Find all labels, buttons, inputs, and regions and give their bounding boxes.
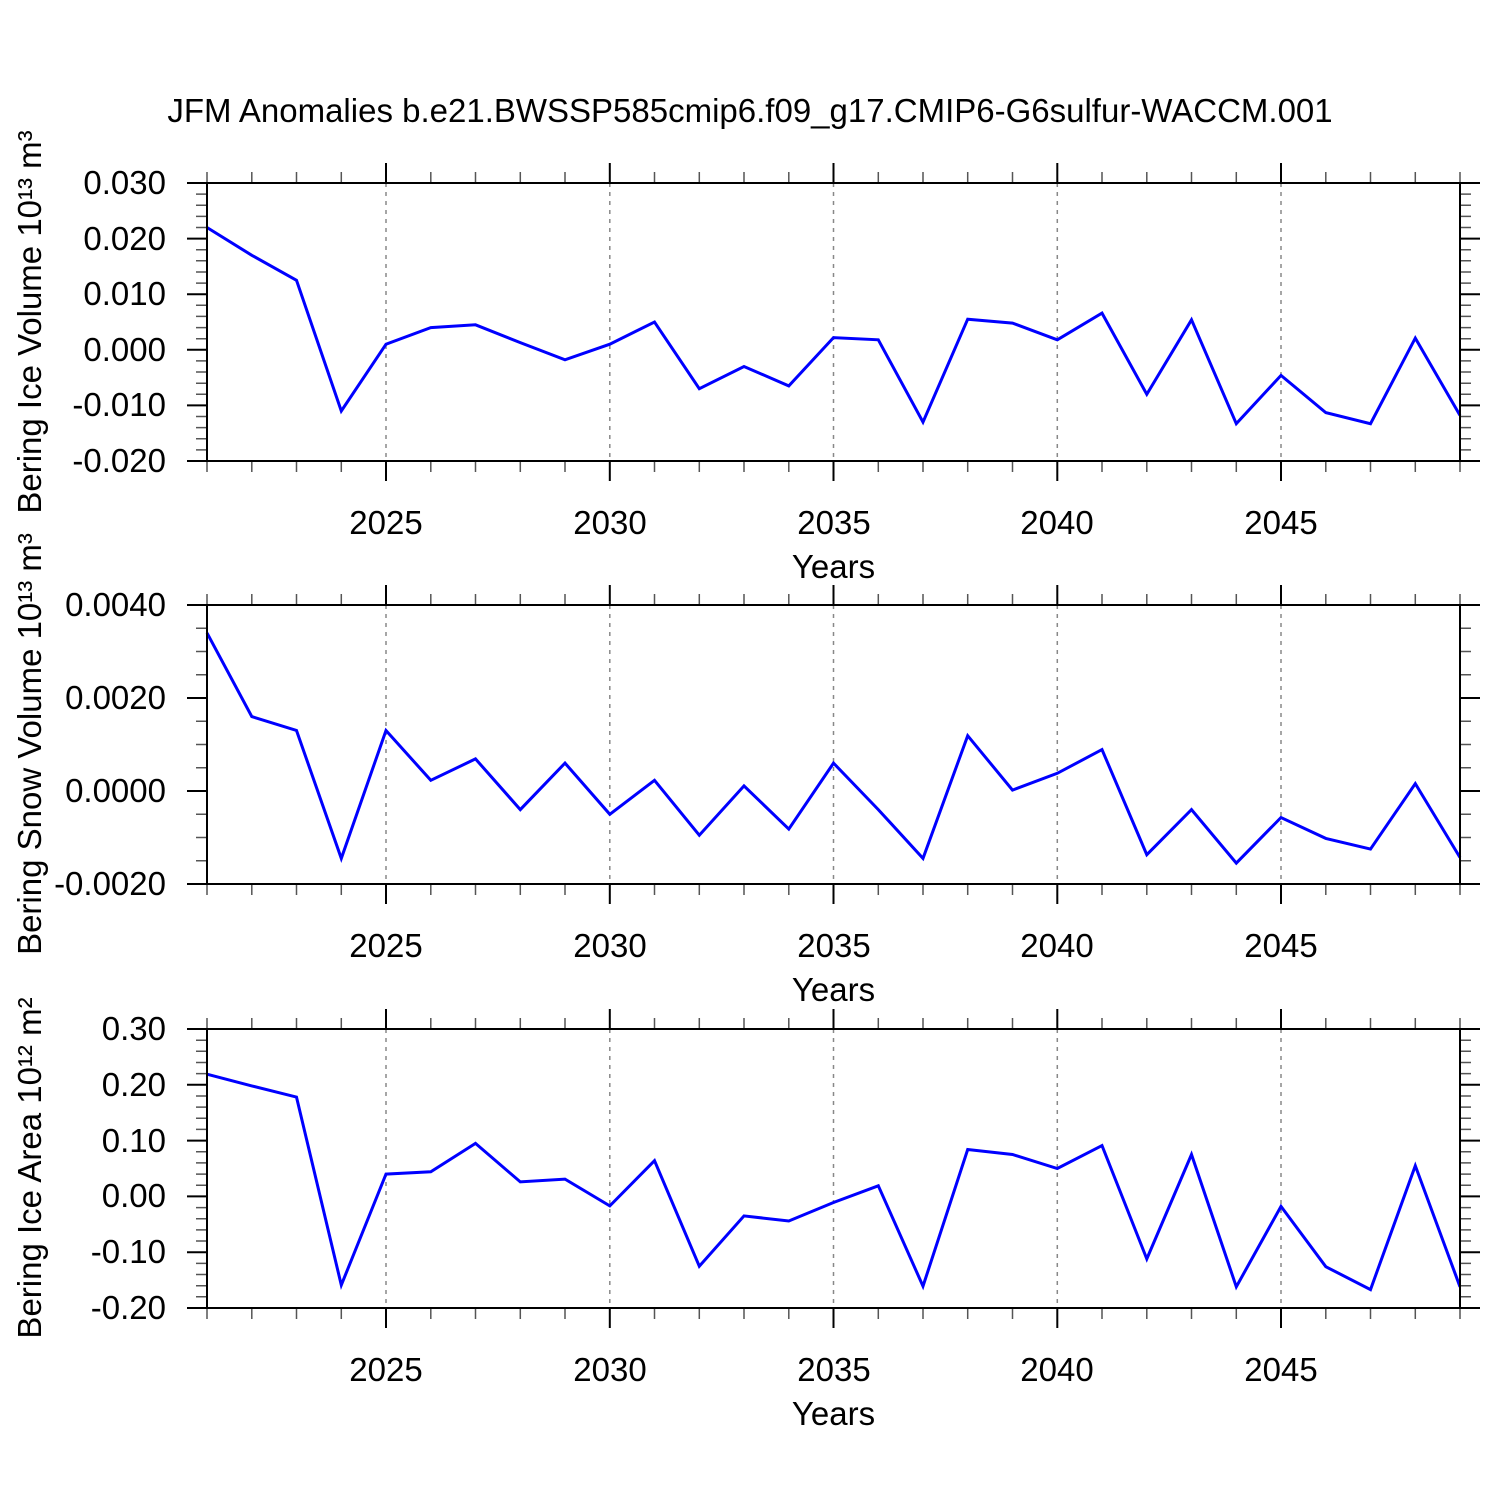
panel-3-y-tick-label: 0.00 <box>101 1177 166 1214</box>
panel-1-x-tick-label: 2040 <box>1020 504 1094 541</box>
panel-2-major-ticks <box>187 585 1480 904</box>
panel-2-x-tick-label: 2035 <box>797 927 871 964</box>
panel-3-minor-ticks <box>196 1018 1471 1319</box>
panel-3-x-tick-label: 2025 <box>349 1351 423 1388</box>
panel-1-x-tick-label: 2035 <box>797 504 871 541</box>
panel-2-minor-ticks <box>196 594 1471 895</box>
panel-2-x-tick-label: 2040 <box>1020 927 1094 964</box>
panel-1-minor-ticks <box>196 172 1471 472</box>
panel-2-x-tick-label: 2025 <box>349 927 423 964</box>
panel-2-frame <box>206 604 1461 885</box>
panel-1-gridlines <box>385 183 1282 461</box>
panel-3-frame <box>206 1028 1461 1309</box>
panel-2-x-tick-label: 2045 <box>1244 927 1318 964</box>
panel-1-y-tick-label: -0.010 <box>72 386 166 423</box>
x-axis-title-panel-3: Years <box>791 1395 876 1432</box>
panel-3-x-tick-label: 2030 <box>573 1351 647 1388</box>
panel-3-x-tick-label: 2045 <box>1244 1351 1318 1388</box>
panel-1-y-tick-label: 0.010 <box>83 275 166 312</box>
panel-3-x-tick-label: 2035 <box>797 1351 871 1388</box>
x-axis-title-panel-1: Years <box>791 548 876 585</box>
panel-2-y-tick-label: 0.0040 <box>65 586 166 623</box>
panel-1-x-tick-label: 2025 <box>349 504 423 541</box>
x-axis-title-panel-2: Years <box>791 971 876 1008</box>
panel-1-y-tick-label: 0.020 <box>83 220 166 257</box>
panel-3-y-tick-label: 0.10 <box>101 1122 166 1159</box>
panel-3-data-line <box>206 1072 1462 1292</box>
panel-3-y-tick-label: 0.30 <box>101 1010 166 1047</box>
panel-2-y-tick-label: 0.0000 <box>65 772 166 809</box>
panel-1-major-ticks <box>187 163 1480 481</box>
panel-2-x-tick-label: 2030 <box>573 927 647 964</box>
panel-3-major-ticks <box>187 1009 1480 1328</box>
panel-2-y-tick-label: -0.0020 <box>54 865 166 902</box>
panel-1-data-line <box>206 226 1462 427</box>
panel-1-x-tick-label: 2030 <box>573 504 647 541</box>
panel-3-x-tick-label: 2040 <box>1020 1351 1094 1388</box>
panel-1-frame <box>206 182 1461 462</box>
panel-3-gridlines <box>385 1029 1282 1308</box>
panel-2-gridlines <box>385 605 1282 884</box>
panel-3-y-tick-label: -0.10 <box>90 1233 166 1270</box>
panel-1-y-tick-label: -0.020 <box>72 442 166 479</box>
figure-title: JFM Anomalies b.e21.BWSSP585cmip6.f09_g1… <box>167 92 1333 129</box>
panel-1-y-tick-label: 0.030 <box>83 164 166 201</box>
panel-2-y-tick-label: 0.0020 <box>65 679 166 716</box>
panel-3-y-tick-label: 0.20 <box>101 1066 166 1103</box>
panel-2-data-line <box>205 632 1462 866</box>
panel-1-y-tick-label: 0.000 <box>83 331 166 368</box>
panel-1-x-tick-label: 2045 <box>1244 504 1318 541</box>
panel-3-y-tick-label: -0.20 <box>90 1289 166 1326</box>
